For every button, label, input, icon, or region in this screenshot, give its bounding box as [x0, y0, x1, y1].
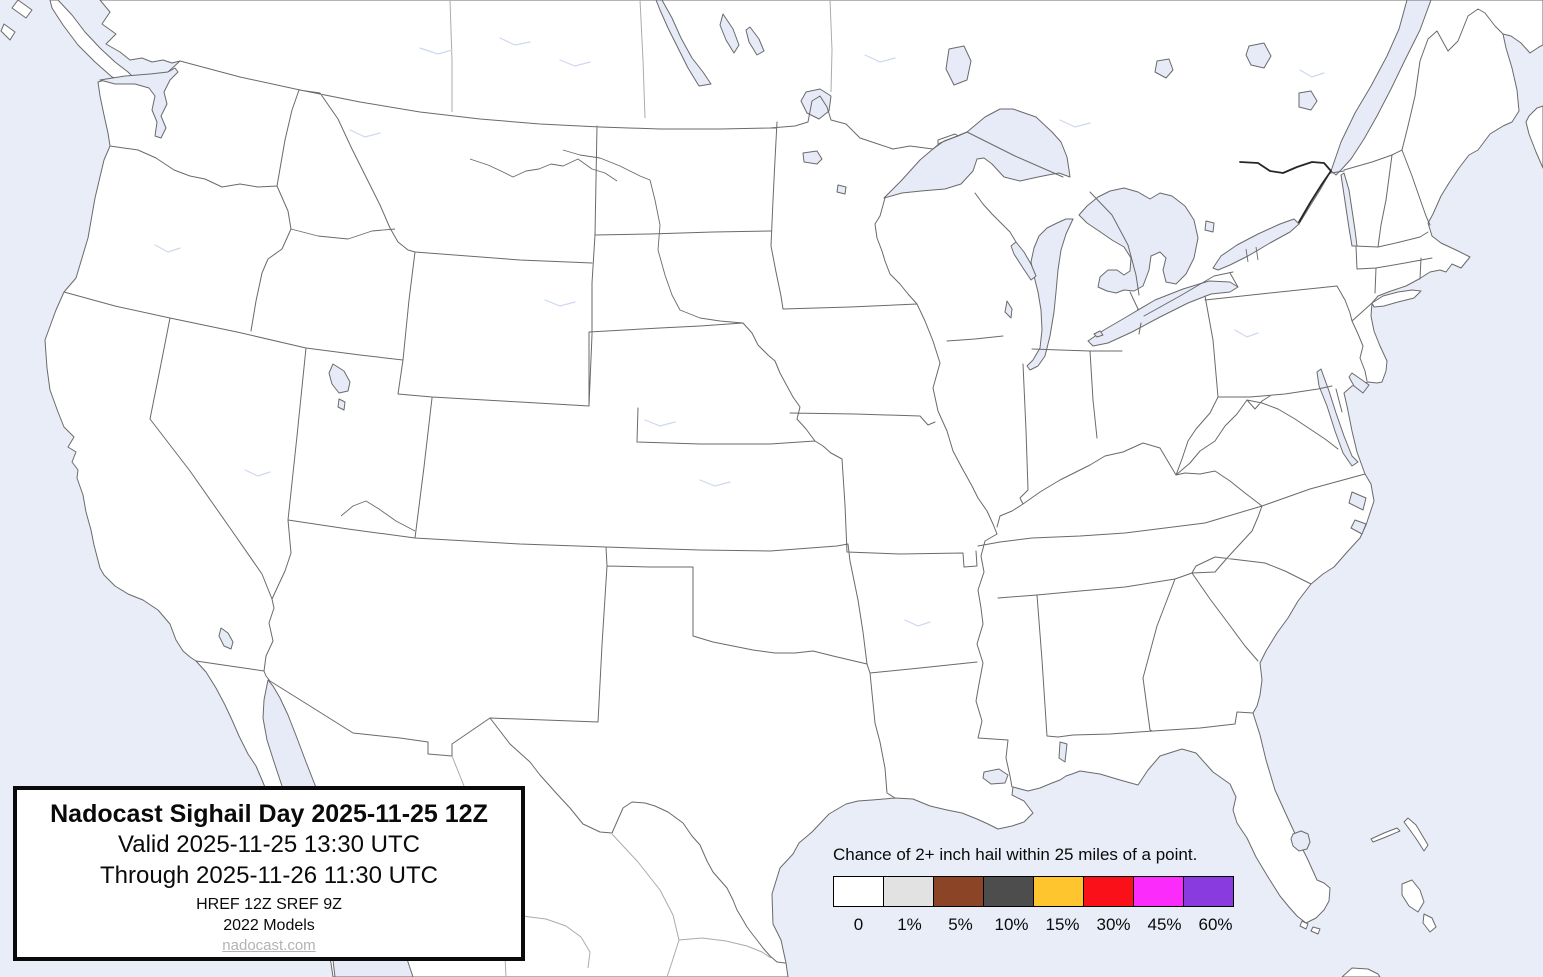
lake-simcoe [1204, 220, 1215, 233]
legend-label-0: 0 [853, 915, 864, 934]
rivers [290, 149, 1259, 532]
salton-sea [218, 627, 234, 650]
state-borders [63, 8, 1504, 964]
legend-label-1: 1% [897, 915, 922, 934]
forecast-title-box: Nadocast Sighail Day 2025-11-25 12Z Vali… [13, 786, 525, 961]
legend-swatch-60 [1183, 876, 1234, 907]
valid-time: Valid 2025-11-25 13:30 UTC [118, 831, 420, 858]
model-year: 2022 Models [223, 917, 315, 934]
legend-swatch-0 [833, 876, 884, 907]
lake-champlain [1340, 172, 1358, 247]
legend-title: Chance of 2+ inch hail within 25 miles o… [833, 845, 1198, 864]
through-time: Through 2025-11-26 11:30 UTC [100, 862, 438, 889]
probability-legend: Chance of 2+ inch hail within 25 miles o… [833, 845, 1253, 935]
canada-border-st-lawrence [1239, 161, 1332, 223]
lake-superior [883, 108, 1071, 199]
legend-swatch-30 [1083, 876, 1134, 907]
streams [154, 37, 1325, 627]
erie-islands [1093, 330, 1104, 338]
chesapeake-bay [1316, 368, 1359, 467]
delaware-bay [1348, 372, 1370, 394]
legend-swatch-45 [1133, 876, 1184, 907]
lake-michigan [1026, 218, 1074, 371]
lakes-and-bays [99, 0, 1432, 977]
model-sources: HREF 12Z SREF 9Z [196, 896, 342, 913]
lake-pontchartrain [982, 768, 1009, 785]
canadian-lakes [1154, 42, 1318, 111]
green-bay [1010, 241, 1037, 281]
manitoba-lakes [719, 13, 765, 56]
legend-label-10: 10% [994, 915, 1029, 934]
minnesota-lakes [802, 150, 847, 195]
great-salt-lake [328, 363, 351, 411]
lake-erie [1087, 280, 1239, 347]
nadocast-link[interactable]: nadocast.com [222, 937, 316, 954]
legend-label-60: 60% [1198, 915, 1233, 934]
mobile-bay [1058, 741, 1068, 763]
legend-labels: 0 1% 5% 10% 15% 30% 45% 60% [833, 915, 1253, 935]
legend-swatch-1 [883, 876, 934, 907]
legend-swatch-15 [1033, 876, 1084, 907]
lake-nipigon [945, 45, 972, 86]
puget-sound [99, 67, 179, 139]
forecast-title: Nadocast Sighail Day 2025-11-25 12Z [50, 800, 488, 828]
legend-swatch-10 [983, 876, 1034, 907]
lake-winnebago [1004, 300, 1013, 319]
legend-label-45: 45% [1147, 915, 1182, 934]
legend-swatches [833, 876, 1253, 907]
lake-of-the-woods [800, 88, 832, 120]
lake-winnipeg [655, 0, 712, 87]
legend-label-5: 5% [948, 915, 973, 934]
legend-swatch-5 [933, 876, 984, 907]
lake-okeechobee [1290, 830, 1311, 852]
pamlico-sound [1348, 491, 1367, 535]
legend-label-15: 15% [1045, 915, 1080, 934]
st-lawrence-river [1330, 0, 1432, 176]
lake-huron [1078, 187, 1199, 294]
legend-label-30: 30% [1096, 915, 1131, 934]
